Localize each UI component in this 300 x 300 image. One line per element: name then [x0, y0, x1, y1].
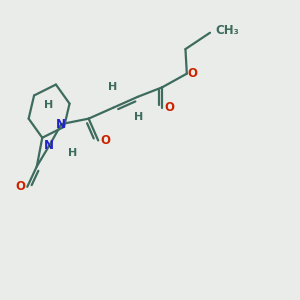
Text: H: H: [108, 82, 117, 92]
Text: H: H: [44, 100, 54, 110]
Text: O: O: [16, 180, 26, 193]
Text: O: O: [187, 67, 197, 80]
Text: H: H: [134, 112, 143, 122]
Text: O: O: [100, 134, 110, 147]
Text: O: O: [164, 101, 174, 114]
Text: N: N: [56, 118, 66, 130]
Text: H: H: [68, 148, 77, 158]
Text: CH₃: CH₃: [215, 23, 239, 37]
Text: N: N: [44, 140, 54, 152]
